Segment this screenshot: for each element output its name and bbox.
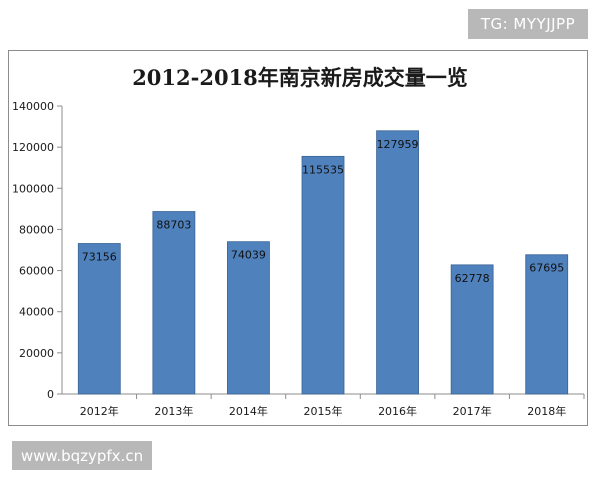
chart-title: 2012-2018年南京新房成交量一览 <box>132 65 468 90</box>
bar <box>152 211 196 395</box>
y-tick-label: 20000 <box>19 347 54 360</box>
y-tick-label: 100000 <box>12 182 54 195</box>
data-label: 74039 <box>231 249 266 262</box>
data-label: 73156 <box>82 251 117 264</box>
y-tick-label: 60000 <box>19 265 54 278</box>
y-tick-label: 80000 <box>19 223 54 236</box>
y-tick-label: 140000 <box>12 100 54 113</box>
data-label: 62778 <box>455 272 490 285</box>
data-label: 88703 <box>156 219 191 232</box>
y-tick-label: 40000 <box>19 306 54 319</box>
x-tick-label: 2013年 <box>154 404 193 418</box>
bar <box>376 130 419 395</box>
x-tick-label: 2018年 <box>527 404 566 418</box>
bar <box>301 155 345 395</box>
y-tick-label: 120000 <box>12 141 54 154</box>
x-tick-label: 2015年 <box>304 404 343 418</box>
x-tick-label: 2016年 <box>378 404 417 418</box>
data-label: 115535 <box>302 163 344 176</box>
x-tick-label: 2012年 <box>80 404 119 418</box>
bar <box>227 241 270 395</box>
data-label: 67695 <box>529 262 564 275</box>
y-tick-label: 0 <box>47 388 54 401</box>
bar <box>450 264 494 395</box>
bar <box>525 254 569 395</box>
x-tick-label: 2017年 <box>453 404 492 418</box>
data-label: 127959 <box>377 138 419 151</box>
x-tick-label: 2014年 <box>229 404 268 418</box>
bar <box>77 243 121 395</box>
watermark-tg: TG: MYYJJPP <box>468 9 588 39</box>
watermark-site: www.bqzypfx.cn <box>12 441 152 470</box>
